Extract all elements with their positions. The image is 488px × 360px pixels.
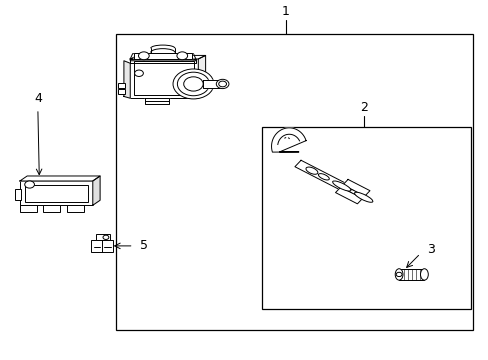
Circle shape bbox=[218, 81, 226, 87]
Polygon shape bbox=[198, 55, 205, 98]
Bar bbox=[91, 240, 113, 252]
Polygon shape bbox=[133, 53, 192, 59]
Circle shape bbox=[395, 272, 401, 276]
Circle shape bbox=[134, 70, 143, 76]
Bar bbox=[25, 185, 88, 202]
Polygon shape bbox=[294, 160, 364, 199]
Ellipse shape bbox=[345, 188, 364, 198]
Polygon shape bbox=[130, 54, 196, 61]
Circle shape bbox=[173, 69, 213, 99]
Ellipse shape bbox=[394, 269, 402, 280]
Bar bbox=[116, 34, 472, 330]
Text: 4: 4 bbox=[34, 93, 41, 105]
Polygon shape bbox=[144, 98, 169, 104]
Bar bbox=[20, 204, 37, 212]
Circle shape bbox=[216, 79, 228, 89]
Bar bbox=[118, 83, 124, 87]
Text: 1: 1 bbox=[281, 5, 289, 18]
Text: 2: 2 bbox=[359, 101, 367, 114]
Bar bbox=[261, 127, 469, 309]
Bar bbox=[66, 204, 83, 212]
Bar bbox=[96, 234, 110, 240]
Text: 5: 5 bbox=[140, 239, 148, 252]
Polygon shape bbox=[130, 55, 205, 59]
Circle shape bbox=[138, 52, 149, 60]
Polygon shape bbox=[398, 269, 424, 280]
Ellipse shape bbox=[354, 192, 372, 202]
Text: 3: 3 bbox=[426, 243, 434, 256]
Circle shape bbox=[183, 77, 203, 91]
Circle shape bbox=[177, 72, 209, 96]
Ellipse shape bbox=[338, 184, 357, 194]
Ellipse shape bbox=[332, 181, 350, 191]
Bar bbox=[15, 189, 21, 200]
Circle shape bbox=[103, 235, 109, 239]
Ellipse shape bbox=[420, 269, 427, 280]
Polygon shape bbox=[20, 176, 100, 181]
Polygon shape bbox=[123, 61, 130, 98]
Polygon shape bbox=[271, 128, 305, 152]
Bar bbox=[118, 89, 124, 94]
Bar bbox=[43, 204, 60, 212]
Circle shape bbox=[25, 181, 34, 188]
Ellipse shape bbox=[318, 174, 328, 180]
Polygon shape bbox=[335, 179, 369, 204]
Polygon shape bbox=[203, 80, 220, 87]
Polygon shape bbox=[130, 59, 196, 63]
Bar bbox=[134, 62, 194, 95]
Polygon shape bbox=[93, 176, 100, 205]
Bar bbox=[130, 59, 198, 98]
Circle shape bbox=[177, 52, 187, 60]
Ellipse shape bbox=[305, 167, 317, 174]
Bar bbox=[20, 181, 93, 205]
